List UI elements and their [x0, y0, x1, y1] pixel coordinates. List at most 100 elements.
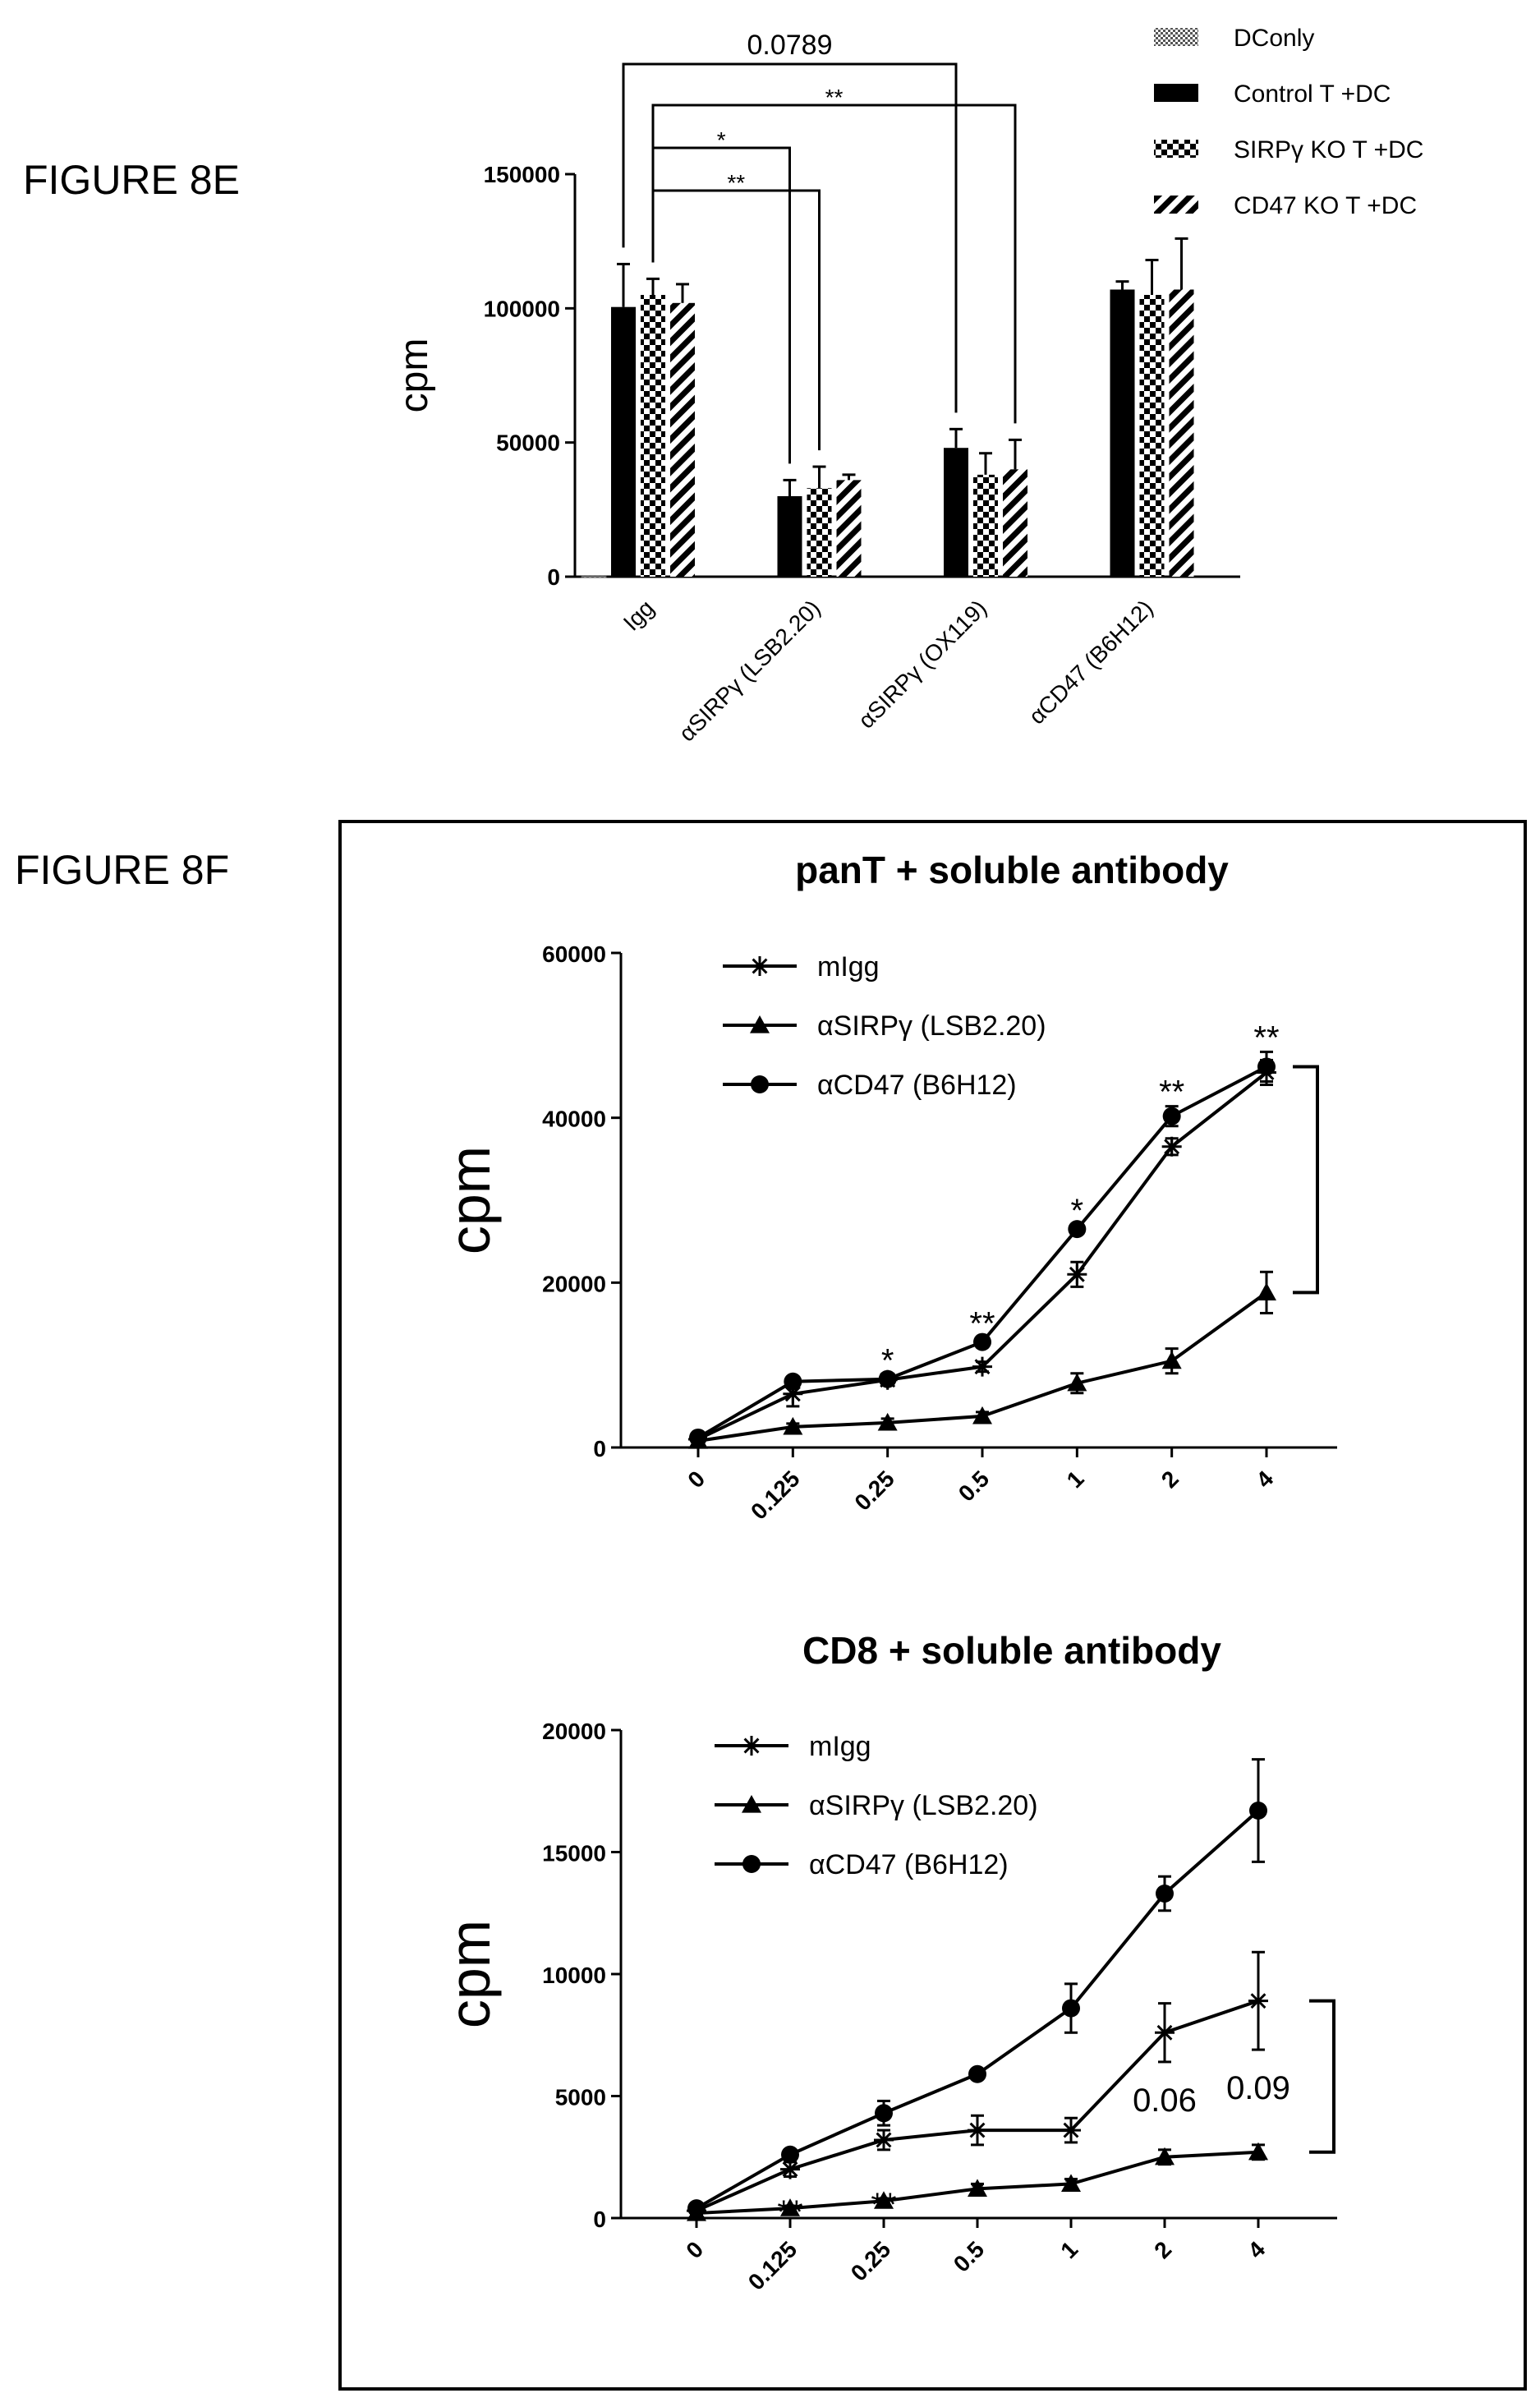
bar	[944, 448, 968, 577]
legend-swatch	[1154, 196, 1198, 214]
significance-label: **	[871, 2187, 896, 2223]
significance-label: *	[1071, 1193, 1084, 1229]
y-axis-title: cpm	[393, 338, 436, 413]
legend-label: CD47 KO T +DC	[1234, 192, 1417, 219]
bar	[807, 488, 832, 577]
data-point	[742, 1855, 761, 1873]
x-tick-label: 0.25	[849, 1466, 899, 1515]
chart-fig8e: 0 50000 100000 150000 cpm Igg αSIRPγ (LSB2.20)…	[393, 25, 1423, 746]
data-point	[1161, 1351, 1182, 1369]
data-point	[1068, 1220, 1087, 1239]
legend-label: αCD47 (B6H12)	[809, 1849, 1009, 1880]
significance-label: **	[727, 170, 745, 196]
x-category-label: αCD47 (B6H12)	[1024, 595, 1158, 729]
significance-label: **	[1159, 1075, 1184, 1111]
bar	[581, 575, 607, 578]
y-tick-label: 50000	[496, 430, 560, 456]
data-point	[1162, 1107, 1181, 1125]
bar	[973, 474, 998, 577]
figure-8f-frame	[338, 820, 1527, 2391]
legend-swatch	[1154, 140, 1198, 158]
chart-pant: panT + soluble antibody 0 20000 40000 60000 c…	[438, 849, 1337, 1525]
data-point	[877, 1412, 898, 1431]
legend-swatch	[1154, 28, 1198, 46]
y-axis-title: cpm	[438, 1920, 502, 2028]
bar	[1139, 295, 1165, 577]
data-point	[1061, 2120, 1081, 2141]
y-tick-label: 100000	[484, 296, 560, 321]
data-point	[1257, 1057, 1276, 1076]
data-point	[784, 1372, 802, 1391]
data-point	[874, 2191, 894, 2209]
bar	[777, 496, 802, 577]
x-tick-label: 1	[1062, 1466, 1089, 1493]
legend-label: SIRPγ KO T +DC	[1234, 136, 1423, 163]
data-point	[780, 2159, 800, 2179]
y-tick-label: 10000	[542, 1963, 606, 1988]
bar	[836, 480, 862, 577]
y-axis-title: cpm	[438, 1146, 502, 1254]
data-point	[968, 2064, 986, 2083]
significance-label: *	[1064, 2170, 1078, 2206]
data-point	[874, 2129, 894, 2150]
data-point	[1155, 2147, 1175, 2165]
data-point	[750, 1015, 770, 1033]
data-point	[1161, 1136, 1182, 1157]
chart-title: panT + soluble antibody	[795, 849, 1229, 891]
series-line	[697, 1070, 1268, 1441]
figure-8f-label: FIGURE 8F	[15, 847, 230, 893]
bar	[641, 295, 665, 577]
x-tick-label: 0.25	[846, 2236, 895, 2285]
significance-bracket	[622, 62, 958, 413]
data-point	[968, 2120, 987, 2141]
data-point	[1248, 1990, 1268, 2011]
significance-label: 0.06	[1133, 2083, 1197, 2119]
x-tick-label: 2	[1156, 1466, 1184, 1493]
significance-label: *	[717, 127, 726, 153]
data-point	[687, 2199, 706, 2218]
chart-cd8: CD8 + soluble antibody050001000015000200…	[438, 1629, 1337, 2295]
y-tick-label: 15000	[542, 1841, 606, 1866]
data-point	[973, 1332, 991, 1351]
data-point	[1062, 1999, 1080, 2018]
x-tick-label: 4	[1243, 2236, 1270, 2263]
x-tick-label: 0	[681, 2236, 708, 2263]
significance-label: 0.09	[1226, 2070, 1290, 2106]
bar	[1003, 469, 1027, 577]
y-tick-label: 20000	[542, 1719, 606, 1744]
x-tick-label: 4	[1251, 1466, 1278, 1493]
data-point	[972, 1406, 992, 1424]
data-point	[1067, 1264, 1087, 1285]
legend-label: DConly	[1234, 25, 1314, 52]
y-tick-label: 40000	[542, 1107, 606, 1132]
x-category-label: αSIRPγ (LSB2.20)	[674, 595, 825, 746]
y-tick-label: 0	[547, 564, 560, 590]
significance-bracket	[651, 104, 1017, 424]
x-category-label: Igg	[618, 595, 659, 635]
x-tick-label: 0.5	[949, 2236, 989, 2276]
legend-swatch	[1154, 84, 1198, 102]
data-point	[972, 1356, 992, 1377]
series-line	[696, 1065, 1267, 1439]
data-point	[1156, 1884, 1174, 1903]
data-point	[689, 1428, 707, 1447]
x-tick-label: 1	[1055, 2236, 1083, 2263]
data-point	[742, 1736, 761, 1756]
data-point	[783, 1383, 803, 1404]
data-point	[1061, 2174, 1081, 2193]
bar	[1169, 289, 1194, 577]
y-tick-label: 0	[593, 2207, 606, 2232]
data-point	[780, 2198, 800, 2216]
y-tick-label: 150000	[484, 162, 560, 187]
legend-label: mIgg	[809, 1731, 871, 1762]
data-point	[1257, 1282, 1276, 1300]
data-point	[1067, 1373, 1087, 1392]
data-point	[968, 2179, 987, 2197]
data-point	[783, 1416, 803, 1435]
x-category-label: αSIRPγ (OX119)	[853, 595, 991, 733]
y-tick-label: 5000	[555, 2085, 606, 2110]
data-point	[878, 1369, 897, 1388]
data-point	[875, 2104, 893, 2123]
bar	[1110, 289, 1135, 577]
